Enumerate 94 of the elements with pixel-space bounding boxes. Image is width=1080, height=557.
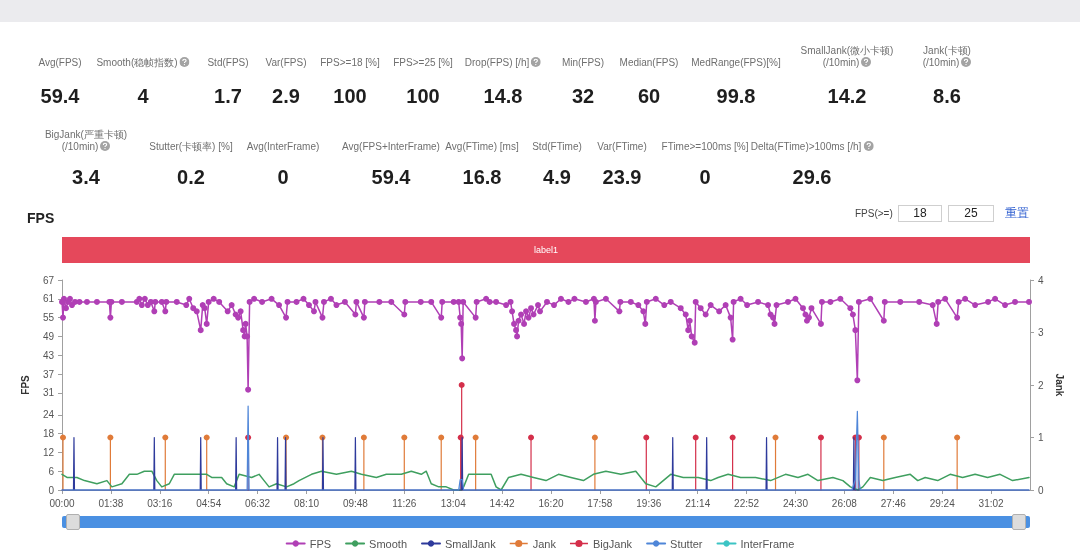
data-label: 60 <box>637 85 661 107</box>
y-tick-label: 37 <box>42 368 55 380</box>
data-label: 3.4 <box>72 166 100 188</box>
y-tick-label: 0 <box>48 484 55 496</box>
x-tick-label: 01:38 <box>98 497 124 509</box>
data-label: 0.2 <box>177 166 205 188</box>
category-label: MedRange(FPS)[%] <box>691 57 781 69</box>
x-tick-label: 21:14 <box>685 497 711 509</box>
y-tick-label: 12 <box>42 446 55 458</box>
x-tick-label: 03:16 <box>147 497 173 509</box>
category-label: Std(FPS) <box>207 57 249 69</box>
x-tick-label: 31:02 <box>978 497 1005 509</box>
data-label: 14.8 <box>483 85 523 107</box>
x-tick-label: 09:48 <box>342 497 369 509</box>
x-tick-label: 11:26 <box>392 497 417 509</box>
x-tick-label: 13:04 <box>440 497 467 509</box>
x-tick-label: 27:46 <box>880 497 907 509</box>
category-label: Delta(FTime)>100ms [/h] <box>750 141 863 153</box>
text: FPS(>=) <box>855 207 893 221</box>
y-axis-title: FPS <box>19 374 31 395</box>
data-label: 23.9 <box>602 166 642 188</box>
data-label: 59.4 <box>40 85 80 107</box>
x-tick-label: 00:00 <box>49 497 75 509</box>
category-label: Stutter(卡顿率) [%] <box>149 141 233 153</box>
data-label: 59.4 <box>371 166 411 188</box>
y-tick-label: 55 <box>42 312 55 324</box>
x-tick-label: 04:54 <box>196 497 222 509</box>
data-label: 4.9 <box>543 166 571 188</box>
x-tick-label: 26:08 <box>831 497 858 509</box>
category-label: Var(FPS) <box>265 57 307 69</box>
x-tick-label: 29:24 <box>929 497 956 509</box>
legend-label: SmallJank <box>445 537 497 550</box>
category-label: Avg(FPS+InterFrame) <box>342 141 440 153</box>
y-tick-label: 31 <box>42 387 55 399</box>
y2-tick-label: 3 <box>1038 327 1044 338</box>
x-tick-label: 16:20 <box>538 497 564 509</box>
data-label: 29.6 <box>792 166 832 188</box>
data-label: 32 <box>571 85 595 107</box>
category-label: Var(FTime) <box>597 141 647 153</box>
legend-label: InterFrame <box>740 537 795 550</box>
data-label: 0 <box>699 166 711 188</box>
data-label: 99.8 <box>716 85 756 107</box>
category-label: Avg(InterFrame) <box>246 141 320 153</box>
category-label: FPS>=25 [%] <box>393 57 453 69</box>
y2-tick-label: 4 <box>1038 274 1044 286</box>
x-tick-label: 08:10 <box>293 497 320 509</box>
text: label1 <box>533 244 559 256</box>
legend-label: Stutter <box>670 537 703 550</box>
category-label: Jank(卡顿)(/10min) <box>921 45 972 69</box>
x-tick-label: 22:52 <box>734 497 760 509</box>
data-label: 100 <box>406 85 440 107</box>
x-tick-label: 06:32 <box>245 497 271 509</box>
y-tick-label: 24 <box>42 409 55 421</box>
input-field: 25 <box>948 205 994 222</box>
category-label: Min(FPS) <box>561 57 605 69</box>
category-label: Std(FTime) <box>532 141 582 153</box>
y-tick-label: 49 <box>42 330 55 342</box>
category-label: BigJank(严重卡顿)(/10min) <box>43 129 129 153</box>
y-tick-label: 18 <box>42 428 55 440</box>
y-tick-label: 61 <box>42 293 55 305</box>
data-label: 8.6 <box>933 85 961 107</box>
y2-tick-label: 2 <box>1038 379 1044 391</box>
input-field: 18 <box>898 205 942 222</box>
y-tick-label: 6 <box>48 465 55 477</box>
data-label: 14.2 <box>827 85 867 107</box>
legend-label: Jank <box>532 537 557 550</box>
category-label: Avg(FTime) [ms] <box>445 141 519 153</box>
data-label: 16.8 <box>462 166 502 188</box>
chart-title: FPS <box>27 210 55 226</box>
data-label: 100 <box>333 85 367 107</box>
legend-label: FPS <box>309 537 332 550</box>
category-label: FPS>=18 [%] <box>320 57 380 69</box>
category-label: Smooth(稳帧指数) <box>96 57 179 69</box>
data-label: 2.9 <box>272 85 300 107</box>
y2-axis-title: Jank <box>1053 373 1065 397</box>
data-label: 4 <box>137 85 149 107</box>
x-tick-label: 24:30 <box>782 497 809 509</box>
x-tick-label: 19:36 <box>636 497 662 509</box>
y2-tick-label: 1 <box>1038 432 1044 443</box>
legend-label: BigJank <box>592 537 633 550</box>
y-tick-label: 67 <box>42 274 55 286</box>
data-label: 1.7 <box>214 85 242 107</box>
category-label: Drop(FPS) [/h] <box>464 57 531 69</box>
category-label: SmallJank(微小卡顿)(/10min) <box>799 45 895 69</box>
text: 重置 <box>1005 206 1029 221</box>
category-label: FTime>=100ms [%] <box>661 141 749 153</box>
data-label: 0 <box>277 166 289 188</box>
category-label: Avg(FPS) <box>38 57 82 69</box>
x-tick-label: 14:42 <box>489 497 516 509</box>
legend-label: Smooth <box>369 537 408 550</box>
y2-tick-label: 0 <box>1038 484 1044 496</box>
y-tick-label: 43 <box>42 349 55 361</box>
x-tick-label: 17:58 <box>587 497 613 509</box>
category-label: Median(FPS) <box>619 57 679 69</box>
